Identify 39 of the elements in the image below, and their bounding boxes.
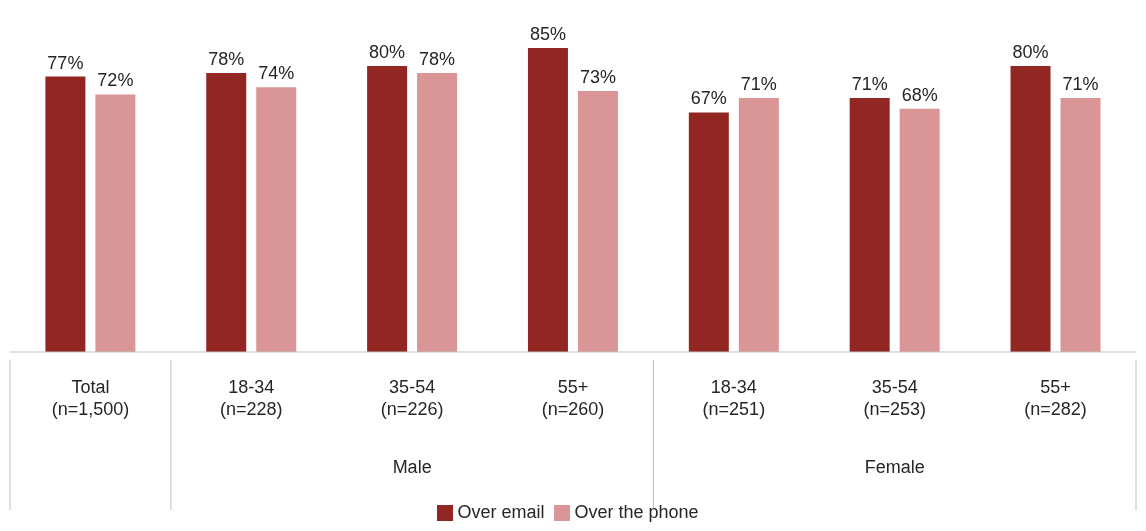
x-tick-label: 35-54 (n=253)	[863, 376, 926, 419]
data-label: 72%	[97, 70, 134, 91]
x-tick-label: 18-34 (n=228)	[220, 376, 283, 419]
bar	[95, 94, 136, 352]
x-tick-label: 35-54 (n=226)	[380, 376, 444, 419]
bar	[1060, 98, 1101, 352]
legend-label: Over email	[457, 502, 545, 522]
x-tick-label: 55+ (n=260)	[541, 376, 605, 419]
bar	[688, 112, 729, 352]
bar	[367, 65, 408, 352]
text: Female	[864, 456, 925, 477]
bar	[206, 73, 247, 352]
data-label: 73%	[579, 66, 616, 87]
bar	[1010, 65, 1051, 352]
data-label: 78%	[208, 49, 245, 70]
data-label: 74%	[258, 63, 295, 84]
x-tick-label: 18-34 (n=251)	[702, 376, 766, 419]
data-label: 77%	[47, 52, 84, 73]
bar	[577, 90, 618, 352]
bar	[256, 87, 297, 352]
bar	[738, 98, 779, 352]
bar	[45, 76, 86, 352]
bar	[849, 98, 890, 352]
bar	[417, 73, 458, 352]
x-tick-label: Total (n=1,500)	[51, 376, 130, 419]
data-label: 80%	[1012, 41, 1049, 62]
bar	[527, 48, 568, 352]
data-label: 67%	[690, 88, 727, 109]
data-label: 78%	[419, 49, 456, 70]
data-label: 85%	[529, 24, 566, 44]
data-label: 68%	[901, 84, 938, 105]
legend-label: Over the phone	[574, 502, 699, 522]
data-label: 71%	[1062, 74, 1099, 95]
data-label: 80%	[369, 41, 406, 62]
text: Male	[392, 456, 432, 477]
data-label: 71%	[740, 74, 777, 95]
bar	[899, 108, 940, 352]
data-label: 71%	[851, 74, 888, 95]
x-tick-label: 55+ (n=282)	[1024, 376, 1087, 419]
